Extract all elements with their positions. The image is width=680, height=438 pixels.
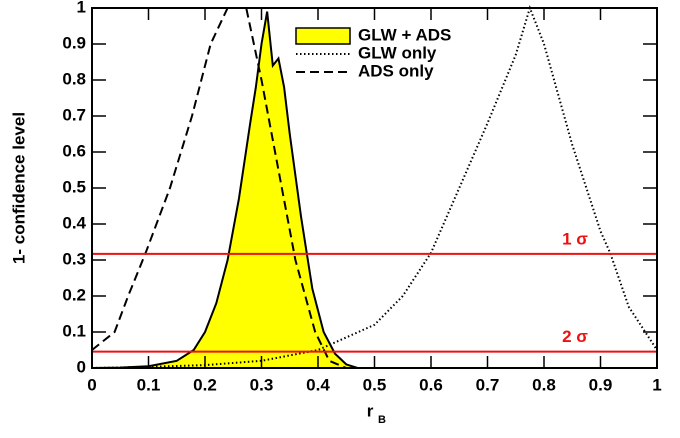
legend-label: ADS only — [358, 61, 434, 80]
x-tick-label: 0 — [87, 375, 96, 394]
x-tick-label: 0.9 — [589, 375, 613, 394]
x-tick-label: 0.7 — [476, 375, 500, 394]
y-tick-label: 0.4 — [62, 213, 86, 232]
x-tick-label: 0.8 — [532, 375, 556, 394]
y-tick-label: 0.2 — [62, 285, 86, 304]
x-tick-label: 0.6 — [419, 375, 443, 394]
y-tick-label: 0.8 — [62, 69, 86, 88]
legend-label: GLW only — [358, 43, 437, 62]
reference-label: 1 σ — [562, 229, 588, 248]
x-tick-label: 0.4 — [306, 375, 330, 394]
y-axis-label: 1- confidence level — [9, 112, 28, 264]
y-tick-label: 0 — [77, 357, 86, 376]
y-tick-label: 0.1 — [62, 321, 86, 340]
x-tick-label: 0.2 — [193, 375, 217, 394]
x-tick-label: 0.5 — [363, 375, 387, 394]
x-tick-label: 1 — [652, 375, 661, 394]
y-tick-label: 0.7 — [62, 105, 86, 124]
series-line — [91, 11, 375, 369]
plot-frame — [91, 7, 658, 369]
legend-swatch — [295, 27, 351, 45]
x-axis-label: r — [367, 401, 374, 420]
x-tick-label: 0.1 — [137, 375, 161, 394]
y-tick-label: 0.3 — [62, 249, 86, 268]
y-tick-label: 0.9 — [62, 33, 86, 52]
series-line — [91, 4, 658, 369]
y-tick-label: 0.5 — [62, 177, 86, 196]
x-tick-label: 0.3 — [250, 375, 274, 394]
x-axis-label-subscript: B — [378, 414, 386, 426]
y-tick-label: 1 — [77, 0, 86, 16]
y-tick-label: 0.6 — [62, 141, 86, 160]
reference-label: 2 σ — [562, 327, 588, 346]
legend-label: GLW + ADS — [358, 25, 451, 44]
